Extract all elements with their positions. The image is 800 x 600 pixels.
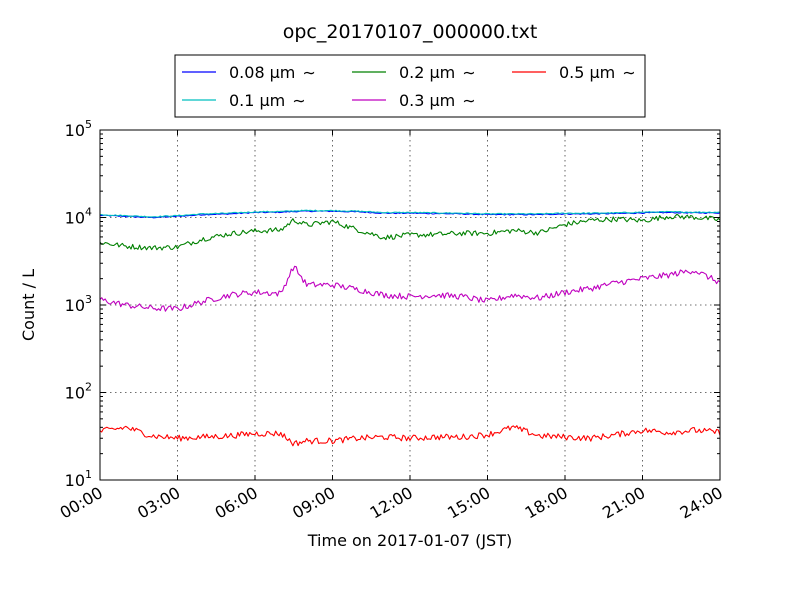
series-lines — [99, 209, 721, 447]
x-tick-label: 18:00 — [522, 483, 571, 523]
y-tick-label: 105 — [65, 118, 92, 140]
chart-title: opc_20170107_000000.txt — [283, 21, 538, 43]
x-tick-label: 15:00 — [444, 483, 493, 523]
x-tick-label: 06:00 — [212, 483, 261, 523]
series-line-0-3 — [99, 265, 721, 312]
series-line-0-1 — [100, 209, 721, 218]
legend-label: 0.3 μm ∼ — [399, 91, 476, 110]
legend-entries: 0.08 μm ∼ 0.1 μm ∼ 0.2 μm ∼ 0.3 μm ∼ 0.5 μm ∼ — [182, 63, 636, 110]
axis-ticks: 00:00 03:00 06:00 09:00 12:00 15:00 18:00 21:00… — [57, 118, 726, 523]
x-tick-label: 21:00 — [599, 483, 648, 523]
grid — [100, 130, 720, 480]
legend-entry: 0.3 μm ∼ — [352, 91, 476, 110]
x-tick-label: 12:00 — [367, 483, 416, 523]
legend-label: 0.1 μm ∼ — [229, 91, 306, 110]
y-tick-label: 102 — [65, 381, 92, 403]
legend-entry: 0.2 μm ∼ — [352, 63, 476, 82]
legend-box — [174, 54, 646, 118]
legend: 0.08 μm ∼ 0.1 μm ∼ 0.2 μm ∼ 0.3 μm ∼ 0.5 μm ∼ — [174, 54, 646, 118]
legend-entry: 0.1 μm ∼ — [182, 91, 306, 110]
y-tick-label: 104 — [65, 206, 92, 228]
x-tick-label: 03:00 — [134, 483, 183, 523]
legend-label: 0.5 μm ∼ — [559, 63, 636, 82]
series-line-0-5 — [99, 425, 721, 447]
y-axis-label: Count / L — [19, 269, 38, 341]
x-tick-label: 09:00 — [289, 483, 338, 523]
series-line-0-2 — [99, 213, 721, 251]
legend-label: 0.08 μm ∼ — [229, 63, 316, 82]
legend-label: 0.2 μm ∼ — [399, 63, 476, 82]
legend-entry: 0.08 μm ∼ — [182, 63, 316, 82]
x-tick-label: 24:00 — [677, 483, 726, 523]
y-tick-label: 103 — [65, 293, 92, 315]
y-tick-label: 101 — [65, 468, 92, 490]
x-axis-label: Time on 2017-01-07 (JST) — [307, 531, 512, 550]
legend-entry: 0.5 μm ∼ — [512, 63, 636, 82]
